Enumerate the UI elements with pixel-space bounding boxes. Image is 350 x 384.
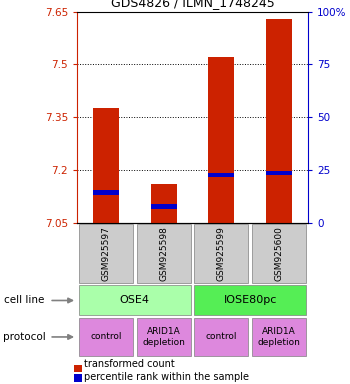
- Bar: [266, 18, 292, 223]
- Bar: [194, 224, 248, 283]
- Bar: [150, 184, 177, 223]
- Bar: [93, 108, 119, 223]
- Text: GSM925599: GSM925599: [217, 226, 226, 281]
- Bar: [136, 224, 191, 283]
- Text: ARID1A
depletion: ARID1A depletion: [258, 327, 301, 347]
- Bar: [208, 173, 235, 177]
- Text: GSM925600: GSM925600: [275, 226, 284, 281]
- Bar: [136, 318, 191, 356]
- Bar: [252, 318, 306, 356]
- Bar: [79, 224, 133, 283]
- Text: GSM925598: GSM925598: [159, 226, 168, 281]
- Text: protocol: protocol: [4, 332, 46, 342]
- Bar: [266, 171, 292, 175]
- Bar: [194, 285, 306, 316]
- Bar: [194, 318, 248, 356]
- Text: OSE4: OSE4: [120, 295, 150, 306]
- Bar: [150, 204, 177, 209]
- Bar: [79, 285, 191, 316]
- Text: GSM925597: GSM925597: [102, 226, 110, 281]
- Text: IOSE80pc: IOSE80pc: [224, 295, 277, 306]
- Title: GDS4826 / ILMN_1748245: GDS4826 / ILMN_1748245: [111, 0, 274, 9]
- Text: ARID1A
depletion: ARID1A depletion: [142, 327, 185, 347]
- Text: percentile rank within the sample: percentile rank within the sample: [84, 372, 249, 382]
- Bar: [93, 190, 119, 195]
- Text: control: control: [206, 333, 237, 341]
- Bar: [208, 57, 235, 223]
- Text: cell line: cell line: [4, 295, 44, 306]
- Text: transformed count: transformed count: [84, 359, 175, 369]
- Bar: [79, 318, 133, 356]
- Text: control: control: [90, 333, 122, 341]
- Bar: [252, 224, 306, 283]
